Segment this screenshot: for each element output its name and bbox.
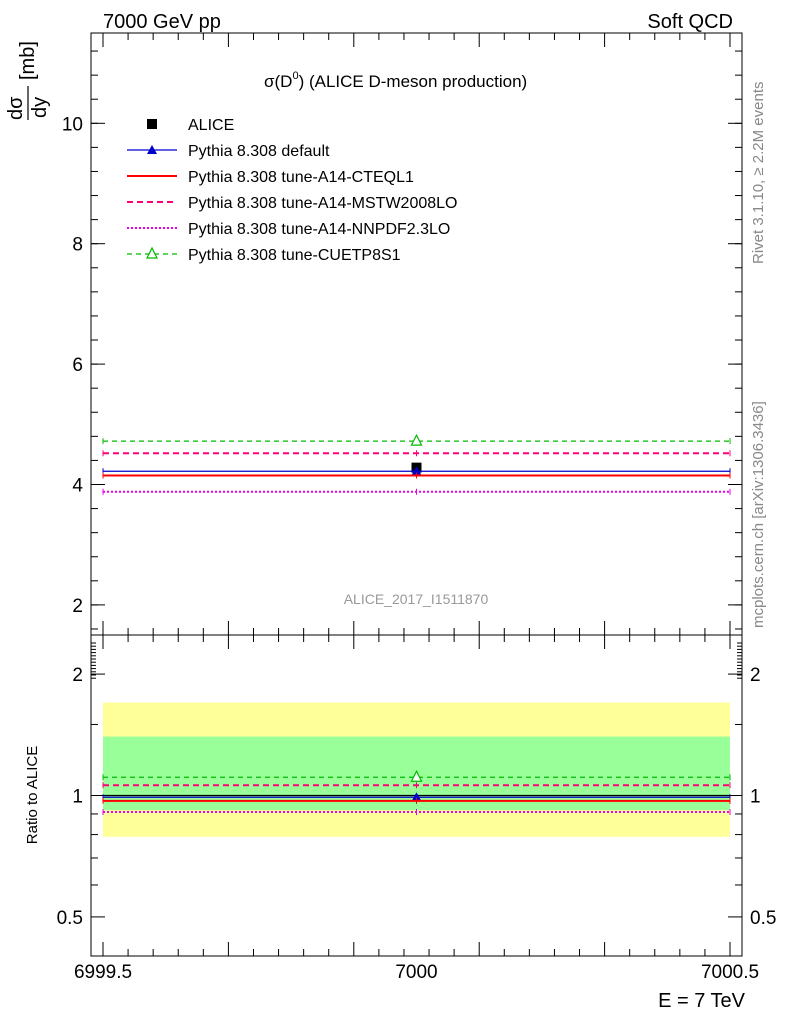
watermark: ALICE_2017_I1511870 — [344, 591, 489, 607]
main-axis-ticks: 2 4 6 8 10 — [62, 33, 742, 635]
main-ytick-label: 10 — [62, 114, 83, 135]
legend-cuetp-label: Pythia 8.308 tune-CUETP8S1 — [188, 247, 401, 264]
header-left: 7000 GeV pp — [103, 11, 221, 33]
ratio-series — [102, 769, 731, 816]
legend-alice-marker — [147, 119, 157, 129]
main-series — [102, 433, 731, 495]
ratio-ytick-label-left: 0.5 — [57, 908, 83, 929]
ratio-ytick-label-left: 1 — [72, 787, 83, 808]
main-ylabel-num: dσ — [5, 96, 27, 120]
main-ytick-label: 6 — [72, 355, 83, 376]
main-title-main: σ(D — [264, 72, 292, 91]
ratio-ytick-label-left: 2 — [72, 665, 83, 686]
legend-alice-label: ALICE — [188, 117, 234, 134]
header-right: Soft QCD — [647, 11, 733, 33]
mcplots-label: mcplots.cern.ch [arXiv:1306.3436] — [750, 401, 767, 628]
legend-mstw-label: Pythia 8.308 tune-A14-MSTW2008LO — [188, 195, 457, 212]
main-ylabel-den: dy — [29, 97, 51, 118]
x-tick-label: 7000 — [395, 962, 437, 983]
legend-cteql1-label: Pythia 8.308 tune-A14-CTEQL1 — [188, 169, 414, 186]
main-title: σ(D0) (ALICE D-meson production) — [264, 70, 527, 91]
ratio-panel: 0.5 0.5 1 1 2 2 6999.5 7000 7000.5 Ratio to ALIC… — [24, 634, 776, 1012]
x-axis-label: E = 7 TeV — [658, 990, 746, 1012]
ratio-axis-ticks: 0.5 0.5 1 1 2 2 6999.5 7000 7000.5 — [57, 635, 776, 983]
main-ytick-label: 2 — [72, 596, 83, 617]
main-title-rest: ) (ALICE D-meson production) — [299, 72, 528, 91]
main-ylabel-unit: [mb] — [17, 41, 39, 80]
ratio-ytick-label-right: 1 — [750, 787, 761, 808]
legend-cuetp-marker — [146, 246, 158, 259]
main-ylabel: dσ dy [mb] — [5, 41, 51, 120]
ratio-ytick-label-right: 2 — [750, 665, 761, 686]
legend: ALICE Pythia 8.308 default Pythia 8.308 tu… — [127, 117, 457, 264]
x-tick-label: 7000.5 — [701, 962, 759, 983]
main-ytick-label: 4 — [72, 476, 83, 497]
x-tick-label: 6999.5 — [74, 962, 132, 983]
ratio-ytick-label-right: 0.5 — [750, 908, 776, 929]
legend-default-marker — [147, 145, 157, 154]
main-ytick-label: 8 — [72, 235, 83, 256]
main-title-sup: 0 — [292, 70, 298, 82]
ratio-cuetp-marker — [410, 769, 423, 782]
ratio-ylabel: Ratio to ALICE — [24, 746, 41, 844]
rivet-label: Rivet 3.1.10, ≥ 2.2M events — [750, 82, 767, 265]
legend-default-label: Pythia 8.308 default — [188, 143, 330, 160]
ratio-bands — [103, 702, 730, 837]
default-marker — [411, 466, 422, 476]
ratio-default-marker — [411, 792, 422, 802]
cuetp-marker — [410, 433, 423, 446]
legend-nnpdf-label: Pythia 8.308 tune-A14-NNPDF2.3LO — [188, 221, 450, 238]
